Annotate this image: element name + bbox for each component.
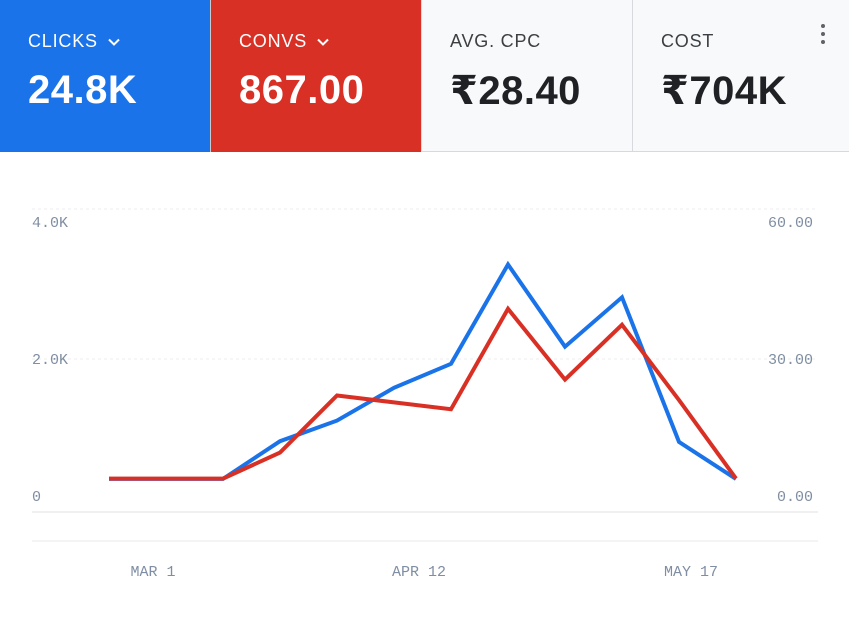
- y-left-tick-label: 2.0K: [32, 352, 68, 369]
- cost-label: COST: [661, 31, 715, 51]
- x-tick-label: MAY 17: [664, 564, 718, 581]
- avg-cpc-label: AVG. CPC: [450, 31, 542, 51]
- y-right-tick-label: 0.00: [777, 489, 813, 506]
- metric-card-convs[interactable]: CONVS 867.00: [210, 0, 421, 152]
- metric-label-clicks[interactable]: CLICKS: [28, 31, 210, 52]
- y-left-tick-label: 4.0K: [32, 215, 68, 232]
- metric-card-clicks[interactable]: CLICKS 24.8K: [0, 0, 210, 152]
- more-vert-icon[interactable]: [821, 24, 827, 46]
- cost-value: ₹704K: [661, 69, 787, 113]
- chevron-down-icon[interactable]: [317, 38, 329, 46]
- metric-card-avg-cpc[interactable]: AVG. CPC ₹28.40: [421, 0, 632, 152]
- chevron-down-icon[interactable]: [108, 38, 120, 46]
- y-right-tick-label: 60.00: [768, 215, 813, 232]
- convs-value: 867.00: [239, 68, 365, 112]
- x-tick-label: APR 12: [392, 564, 446, 581]
- avg-cpc-value: ₹28.40: [450, 69, 581, 113]
- x-tick-label: MAR 1: [130, 564, 175, 581]
- clicks-value: 24.8K: [28, 68, 138, 112]
- convs-series-line: [109, 305, 738, 481]
- clicks-series-line: [109, 260, 738, 481]
- clicks-label: CLICKS: [28, 31, 98, 51]
- convs-label: CONVS: [239, 31, 308, 51]
- metric-card-cost[interactable]: COST ₹704K: [632, 0, 849, 152]
- line-chart: 0 2.0K 4.0K 0.00 30.00 60.00 MAR 1 APR 12 MAY 17: [32, 208, 818, 581]
- metric-label-convs[interactable]: CONVS: [239, 31, 421, 52]
- metric-cards: CLICKS 24.8K CONVS 867.00 AVG. CPC ₹28.4…: [0, 0, 850, 152]
- y-right-tick-label: 30.00: [768, 352, 813, 369]
- y-left-tick-label: 0: [32, 489, 41, 506]
